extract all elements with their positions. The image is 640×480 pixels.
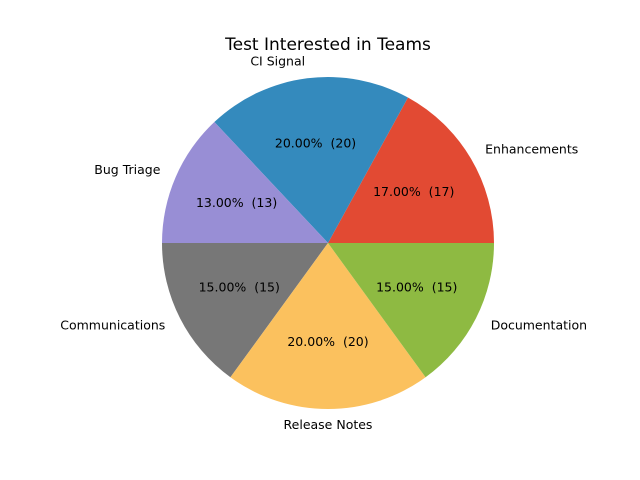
pie-slice-bug-triage — [162, 121, 328, 243]
slice-label-communications: Communications — [60, 317, 165, 332]
pct-label-release-notes: 20.00% (20) — [287, 334, 368, 349]
slice-label-release-notes: Release Notes — [284, 417, 373, 432]
slice-label-bug-triage: Bug Triage — [94, 162, 160, 177]
pct-label-ci-signal: 20.00% (20) — [275, 136, 356, 151]
pct-label-bug-triage: 13.00% (13) — [196, 195, 277, 210]
pie-slice-ci-signal — [214, 77, 408, 244]
pie-slice-documentation — [328, 243, 494, 378]
slice-label-enhancements: Enhancements — [485, 142, 578, 157]
pct-label-communications: 15.00% (15) — [199, 280, 280, 295]
pie-labels: Enhancements 17.00% (17) CI Signal 20.00% (… — [60, 53, 587, 432]
pct-label-documentation: 15.00% (15) — [376, 280, 457, 295]
pie-slice-communications — [162, 243, 328, 378]
slice-label-documentation: Documentation — [491, 317, 587, 332]
pct-label-enhancements: 17.00% (17) — [373, 184, 454, 199]
pie-slice-enhancements — [328, 97, 494, 244]
chart-title: Test Interested in Teams — [224, 35, 431, 55]
pie-slices — [162, 77, 494, 409]
pie-slice-release-notes — [230, 243, 426, 409]
slice-label-ci-signal: CI Signal — [250, 53, 305, 68]
